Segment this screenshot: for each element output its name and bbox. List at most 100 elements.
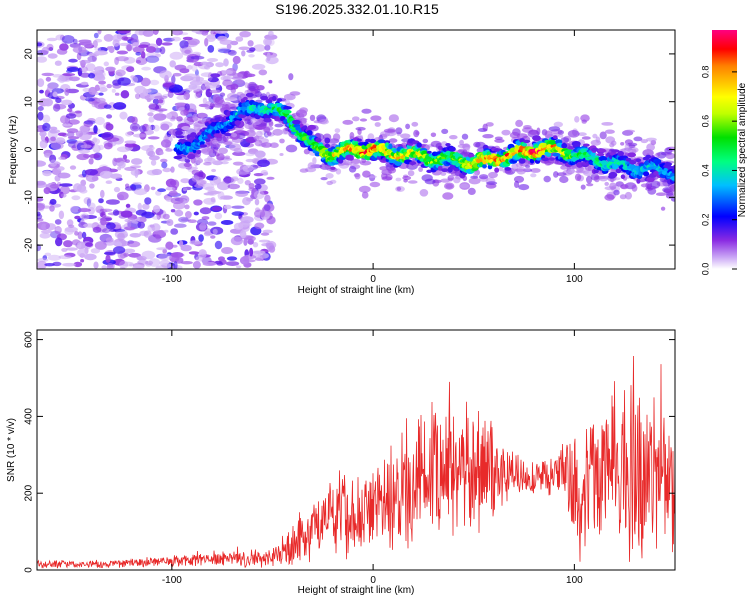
noise-blob [116, 33, 122, 40]
noise-blob [62, 73, 76, 77]
halo-blob [201, 147, 214, 155]
noise-blob [103, 34, 114, 42]
ridge-cell [494, 167, 500, 173]
noise-blob [85, 173, 99, 183]
spectrogram-xtick-label: -100 [162, 274, 182, 285]
noise-blob [84, 253, 97, 261]
noise-blob [46, 37, 58, 42]
noise-blob [214, 212, 223, 220]
noise-blob [188, 251, 200, 255]
noise-blob [204, 64, 211, 70]
noise-blob [235, 36, 244, 42]
noise-blob [62, 262, 76, 267]
noise-blob [101, 228, 111, 234]
noise-blob [242, 197, 251, 206]
halo-blob [664, 189, 675, 193]
ridge-cell [173, 155, 183, 160]
noise-blob [176, 116, 183, 122]
noise-blob [207, 155, 213, 162]
ridge-cell [521, 143, 528, 147]
ridge-cell [541, 157, 550, 162]
noise-blob [230, 83, 239, 90]
halo-blob [342, 119, 354, 125]
noise-blob [114, 229, 128, 239]
noise-blob [70, 205, 80, 213]
noise-blob [54, 219, 62, 225]
noise-blob [131, 158, 143, 165]
ridge-cell [646, 177, 655, 183]
noise-blob [103, 61, 110, 67]
noise-blob [210, 197, 216, 203]
noise-blob [223, 204, 232, 210]
halo-blob [319, 118, 329, 125]
noise-blob [186, 65, 193, 70]
noise-blob [37, 106, 44, 111]
snr-ytick-label: 200 [24, 484, 35, 501]
halo-blob [642, 149, 654, 157]
halo-blob [388, 114, 399, 123]
halo-blob [419, 189, 429, 197]
noise-blob [74, 215, 81, 220]
noise-blob [159, 46, 166, 55]
noise-blob [171, 179, 180, 189]
noise-blob [90, 248, 101, 254]
noise-blob [37, 78, 45, 87]
noise-blob [193, 211, 199, 216]
noise-blob [59, 183, 73, 187]
noise-blob [223, 175, 232, 184]
noise-blob [241, 50, 246, 57]
noise-blob [157, 99, 164, 104]
halo-blob [269, 142, 279, 148]
halo-blob [553, 171, 559, 178]
halo-blob [319, 163, 332, 170]
noise-blob [147, 136, 160, 140]
noise-blob [171, 30, 184, 36]
ridge-cell [597, 152, 605, 157]
halo-blob [580, 184, 586, 190]
noise-blob [161, 161, 168, 169]
noise-blob [117, 30, 131, 34]
halo-blob [332, 133, 341, 142]
noise-blob [80, 259, 85, 263]
ridge-cell [283, 106, 292, 110]
noise-blob [114, 157, 128, 163]
noise-blob [150, 159, 157, 166]
noise-blob [57, 172, 71, 179]
halo-blob [254, 139, 263, 147]
noise-blob [84, 169, 98, 176]
noise-blob [37, 111, 44, 121]
ridge-cell [504, 167, 512, 171]
noise-blob [98, 92, 104, 96]
noise-blob [137, 202, 142, 211]
noise-blob [254, 198, 260, 206]
noise-blob [246, 235, 256, 242]
noise-blob [157, 229, 166, 236]
halo-blob [587, 165, 592, 171]
halo-blob [359, 118, 368, 122]
halo-blob [556, 172, 567, 177]
noise-blob [124, 226, 136, 231]
noise-blob [47, 53, 58, 59]
ridge-cell [224, 132, 232, 137]
noise-blob [39, 232, 51, 239]
halo-blob [263, 126, 271, 133]
noise-blob [87, 55, 97, 63]
noise-blob [148, 103, 162, 110]
noise-blob [154, 95, 168, 100]
halo-blob [468, 177, 481, 185]
noise-blob [135, 209, 147, 216]
noise-blob [99, 170, 113, 179]
noise-blob [201, 31, 209, 36]
halo-blob [418, 166, 423, 172]
noise-blob [206, 83, 221, 89]
spectrogram-heatmap [37, 30, 675, 269]
noise-blob [80, 213, 90, 221]
halo-blob [516, 166, 527, 175]
noise-blob [236, 79, 244, 84]
halo-blob [530, 173, 537, 178]
snr-axes: -100 0 100 0 200 400 600 [24, 330, 675, 586]
noise-blob [231, 211, 244, 216]
noise-blob [57, 74, 66, 84]
noise-blob [173, 261, 178, 269]
